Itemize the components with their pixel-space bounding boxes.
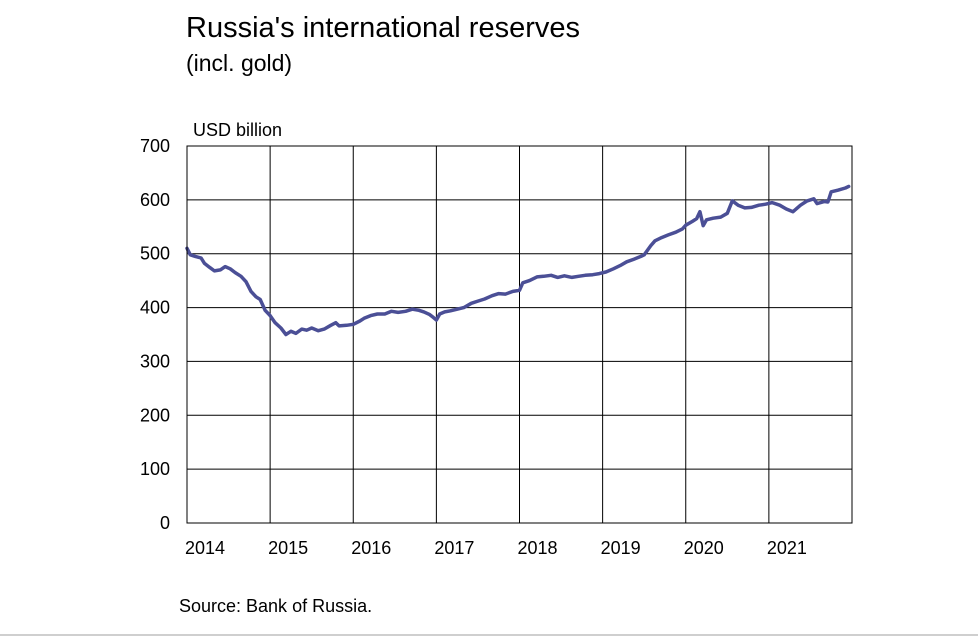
source-note: Source: Bank of Russia. bbox=[179, 596, 373, 616]
y-tick-label: 300 bbox=[140, 351, 170, 371]
y-tick-label: 500 bbox=[140, 244, 170, 264]
x-tick-label: 2018 bbox=[517, 538, 557, 558]
y-axis-unit-label: USD billion bbox=[193, 120, 283, 140]
chart-subtitle: (incl. gold) bbox=[186, 50, 293, 76]
chart-grid bbox=[186, 145, 852, 524]
y-tick-label: 700 bbox=[140, 136, 170, 156]
y-tick-label: 200 bbox=[140, 405, 170, 425]
x-axis-tick-labels: 2014 2015 2016 2017 2018 2019 2020 2021 bbox=[185, 538, 807, 558]
chart-title: Russia's international reserves bbox=[186, 12, 580, 44]
x-tick-label: 2020 bbox=[684, 538, 724, 558]
x-tick-label: 2016 bbox=[351, 538, 391, 558]
x-tick-label: 2014 bbox=[185, 538, 225, 558]
y-tick-label: 400 bbox=[140, 298, 170, 318]
plot-frame bbox=[186, 145, 853, 524]
series-group bbox=[185, 184, 851, 337]
x-tick-label: 2017 bbox=[434, 538, 474, 558]
y-tick-label: 0 bbox=[160, 513, 170, 533]
x-tick-label: 2019 bbox=[601, 538, 641, 558]
y-tick-label: 100 bbox=[140, 459, 170, 479]
x-tick-label: 2021 bbox=[767, 538, 807, 558]
x-tick-label: 2015 bbox=[268, 538, 308, 558]
y-axis-tick-labels: 0 100 200 300 400 500 600 700 bbox=[140, 136, 170, 533]
series-line bbox=[185, 184, 851, 337]
y-tick-label: 600 bbox=[140, 190, 170, 210]
bottom-divider bbox=[0, 634, 978, 636]
